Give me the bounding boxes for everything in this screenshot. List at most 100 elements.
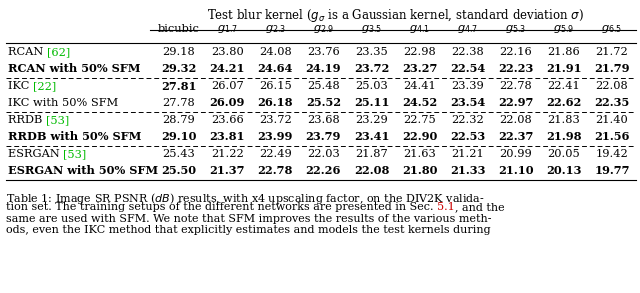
Text: RRDB with 50% SFM: RRDB with 50% SFM <box>8 132 141 142</box>
Text: Table 1: Image SR PSNR ($dB$) results, with x4 upscaling factor, on the DIV2K va: Table 1: Image SR PSNR ($dB$) results, w… <box>6 190 484 205</box>
Text: 25.50: 25.50 <box>161 166 196 176</box>
Text: 21.37: 21.37 <box>209 166 245 176</box>
Text: 23.80: 23.80 <box>211 47 244 57</box>
Text: , and the: , and the <box>455 202 504 212</box>
Text: 26.15: 26.15 <box>259 81 292 91</box>
Text: 21.63: 21.63 <box>403 149 436 159</box>
Text: 29.10: 29.10 <box>161 132 197 142</box>
Text: $g_{5.9}$: $g_{5.9}$ <box>553 23 575 35</box>
Text: 23.68: 23.68 <box>307 115 340 125</box>
Text: 22.54: 22.54 <box>450 64 485 74</box>
Text: 22.03: 22.03 <box>307 149 340 159</box>
Text: 26.09: 26.09 <box>209 98 245 108</box>
Text: 27.78: 27.78 <box>163 98 195 108</box>
Text: 21.56: 21.56 <box>595 132 630 142</box>
Text: 23.35: 23.35 <box>355 47 388 57</box>
Text: 22.38: 22.38 <box>451 47 484 57</box>
Text: 22.37: 22.37 <box>498 132 533 142</box>
Text: 21.98: 21.98 <box>546 132 582 142</box>
Text: 22.49: 22.49 <box>259 149 292 159</box>
Text: IKC: IKC <box>8 81 33 91</box>
Text: 21.83: 21.83 <box>547 115 580 125</box>
Text: RCAN: RCAN <box>8 47 47 57</box>
Text: 23.99: 23.99 <box>257 132 293 142</box>
Text: ods, even the IKC method that explicitly estimates and models the test kernels d: ods, even the IKC method that explicitly… <box>6 225 491 235</box>
Text: 22.32: 22.32 <box>451 115 484 125</box>
Text: $g_{6.5}$: $g_{6.5}$ <box>602 23 623 35</box>
Text: 19.42: 19.42 <box>596 149 628 159</box>
Text: 21.21: 21.21 <box>451 149 484 159</box>
Text: $g_{4.1}$: $g_{4.1}$ <box>409 23 430 35</box>
Text: 27.81: 27.81 <box>161 81 197 91</box>
Text: 23.76: 23.76 <box>307 47 340 57</box>
Text: $g_{2.3}$: $g_{2.3}$ <box>265 23 286 35</box>
Text: Test blur kernel ($g_{\sigma}$ is a Gaussian kernel, standard deviation $\sigma$: Test blur kernel ($g_{\sigma}$ is a Gaus… <box>207 6 584 23</box>
Text: $g_{3.5}$: $g_{3.5}$ <box>361 23 382 35</box>
Text: 26.07: 26.07 <box>211 81 244 91</box>
Text: 23.81: 23.81 <box>209 132 245 142</box>
Text: 22.16: 22.16 <box>499 47 532 57</box>
Text: [53]: [53] <box>63 149 86 159</box>
Text: [53]: [53] <box>46 115 69 125</box>
Text: 21.72: 21.72 <box>596 47 628 57</box>
Text: 20.99: 20.99 <box>499 149 532 159</box>
Text: $g_{5.3}$: $g_{5.3}$ <box>505 23 526 35</box>
Text: 23.54: 23.54 <box>450 98 485 108</box>
Text: 22.26: 22.26 <box>306 166 341 176</box>
Text: 24.08: 24.08 <box>259 47 292 57</box>
Text: 21.87: 21.87 <box>355 149 388 159</box>
Text: 23.66: 23.66 <box>211 115 244 125</box>
Text: 22.41: 22.41 <box>547 81 580 91</box>
Text: 23.79: 23.79 <box>306 132 341 142</box>
Text: 21.86: 21.86 <box>547 47 580 57</box>
Text: 24.21: 24.21 <box>209 64 245 74</box>
Text: 22.90: 22.90 <box>402 132 437 142</box>
Text: 22.97: 22.97 <box>498 98 533 108</box>
Text: 22.53: 22.53 <box>450 132 485 142</box>
Text: 23.29: 23.29 <box>355 115 388 125</box>
Text: 23.39: 23.39 <box>451 81 484 91</box>
Text: RRDB: RRDB <box>8 115 46 125</box>
Text: 22.75: 22.75 <box>403 115 436 125</box>
Text: 20.05: 20.05 <box>547 149 580 159</box>
Text: 23.72: 23.72 <box>354 64 389 74</box>
Text: 22.08: 22.08 <box>499 115 532 125</box>
Text: 23.72: 23.72 <box>259 115 292 125</box>
Text: 22.62: 22.62 <box>546 98 582 108</box>
Text: tion set. The training setups of the different networks are presented in Sec.: tion set. The training setups of the dif… <box>6 202 437 212</box>
Text: [22]: [22] <box>33 81 56 91</box>
Text: 21.22: 21.22 <box>211 149 244 159</box>
Text: 22.78: 22.78 <box>499 81 532 91</box>
Text: 24.19: 24.19 <box>306 64 341 74</box>
Text: 21.10: 21.10 <box>498 166 534 176</box>
Text: 25.11: 25.11 <box>354 98 389 108</box>
Text: 24.64: 24.64 <box>257 64 293 74</box>
Text: 22.23: 22.23 <box>498 64 533 74</box>
Text: 21.33: 21.33 <box>450 166 485 176</box>
Text: 29.32: 29.32 <box>161 64 196 74</box>
Text: 23.27: 23.27 <box>402 64 437 74</box>
Text: [62]: [62] <box>47 47 70 57</box>
Text: IKC with 50% SFM: IKC with 50% SFM <box>8 98 118 108</box>
Text: 29.18: 29.18 <box>163 47 195 57</box>
Text: 22.08: 22.08 <box>354 166 389 176</box>
Text: 22.08: 22.08 <box>596 81 628 91</box>
Text: $g_{4.7}$: $g_{4.7}$ <box>458 23 478 35</box>
Text: RCAN with 50% SFM: RCAN with 50% SFM <box>8 64 141 74</box>
Text: 25.52: 25.52 <box>306 98 341 108</box>
Text: 23.41: 23.41 <box>354 132 389 142</box>
Text: 22.78: 22.78 <box>257 166 293 176</box>
Text: 19.77: 19.77 <box>594 166 630 176</box>
Text: 22.98: 22.98 <box>403 47 436 57</box>
Text: 22.35: 22.35 <box>595 98 630 108</box>
Text: 21.80: 21.80 <box>402 166 437 176</box>
Text: 25.43: 25.43 <box>163 149 195 159</box>
Text: ESRGAN: ESRGAN <box>8 149 63 159</box>
Text: $g_{2.9}$: $g_{2.9}$ <box>313 23 334 35</box>
Text: 24.52: 24.52 <box>402 98 437 108</box>
Text: 24.41: 24.41 <box>403 81 436 91</box>
Text: 25.03: 25.03 <box>355 81 388 91</box>
Text: 21.91: 21.91 <box>546 64 582 74</box>
Text: 21.79: 21.79 <box>594 64 630 74</box>
Text: 5.1: 5.1 <box>437 202 455 212</box>
